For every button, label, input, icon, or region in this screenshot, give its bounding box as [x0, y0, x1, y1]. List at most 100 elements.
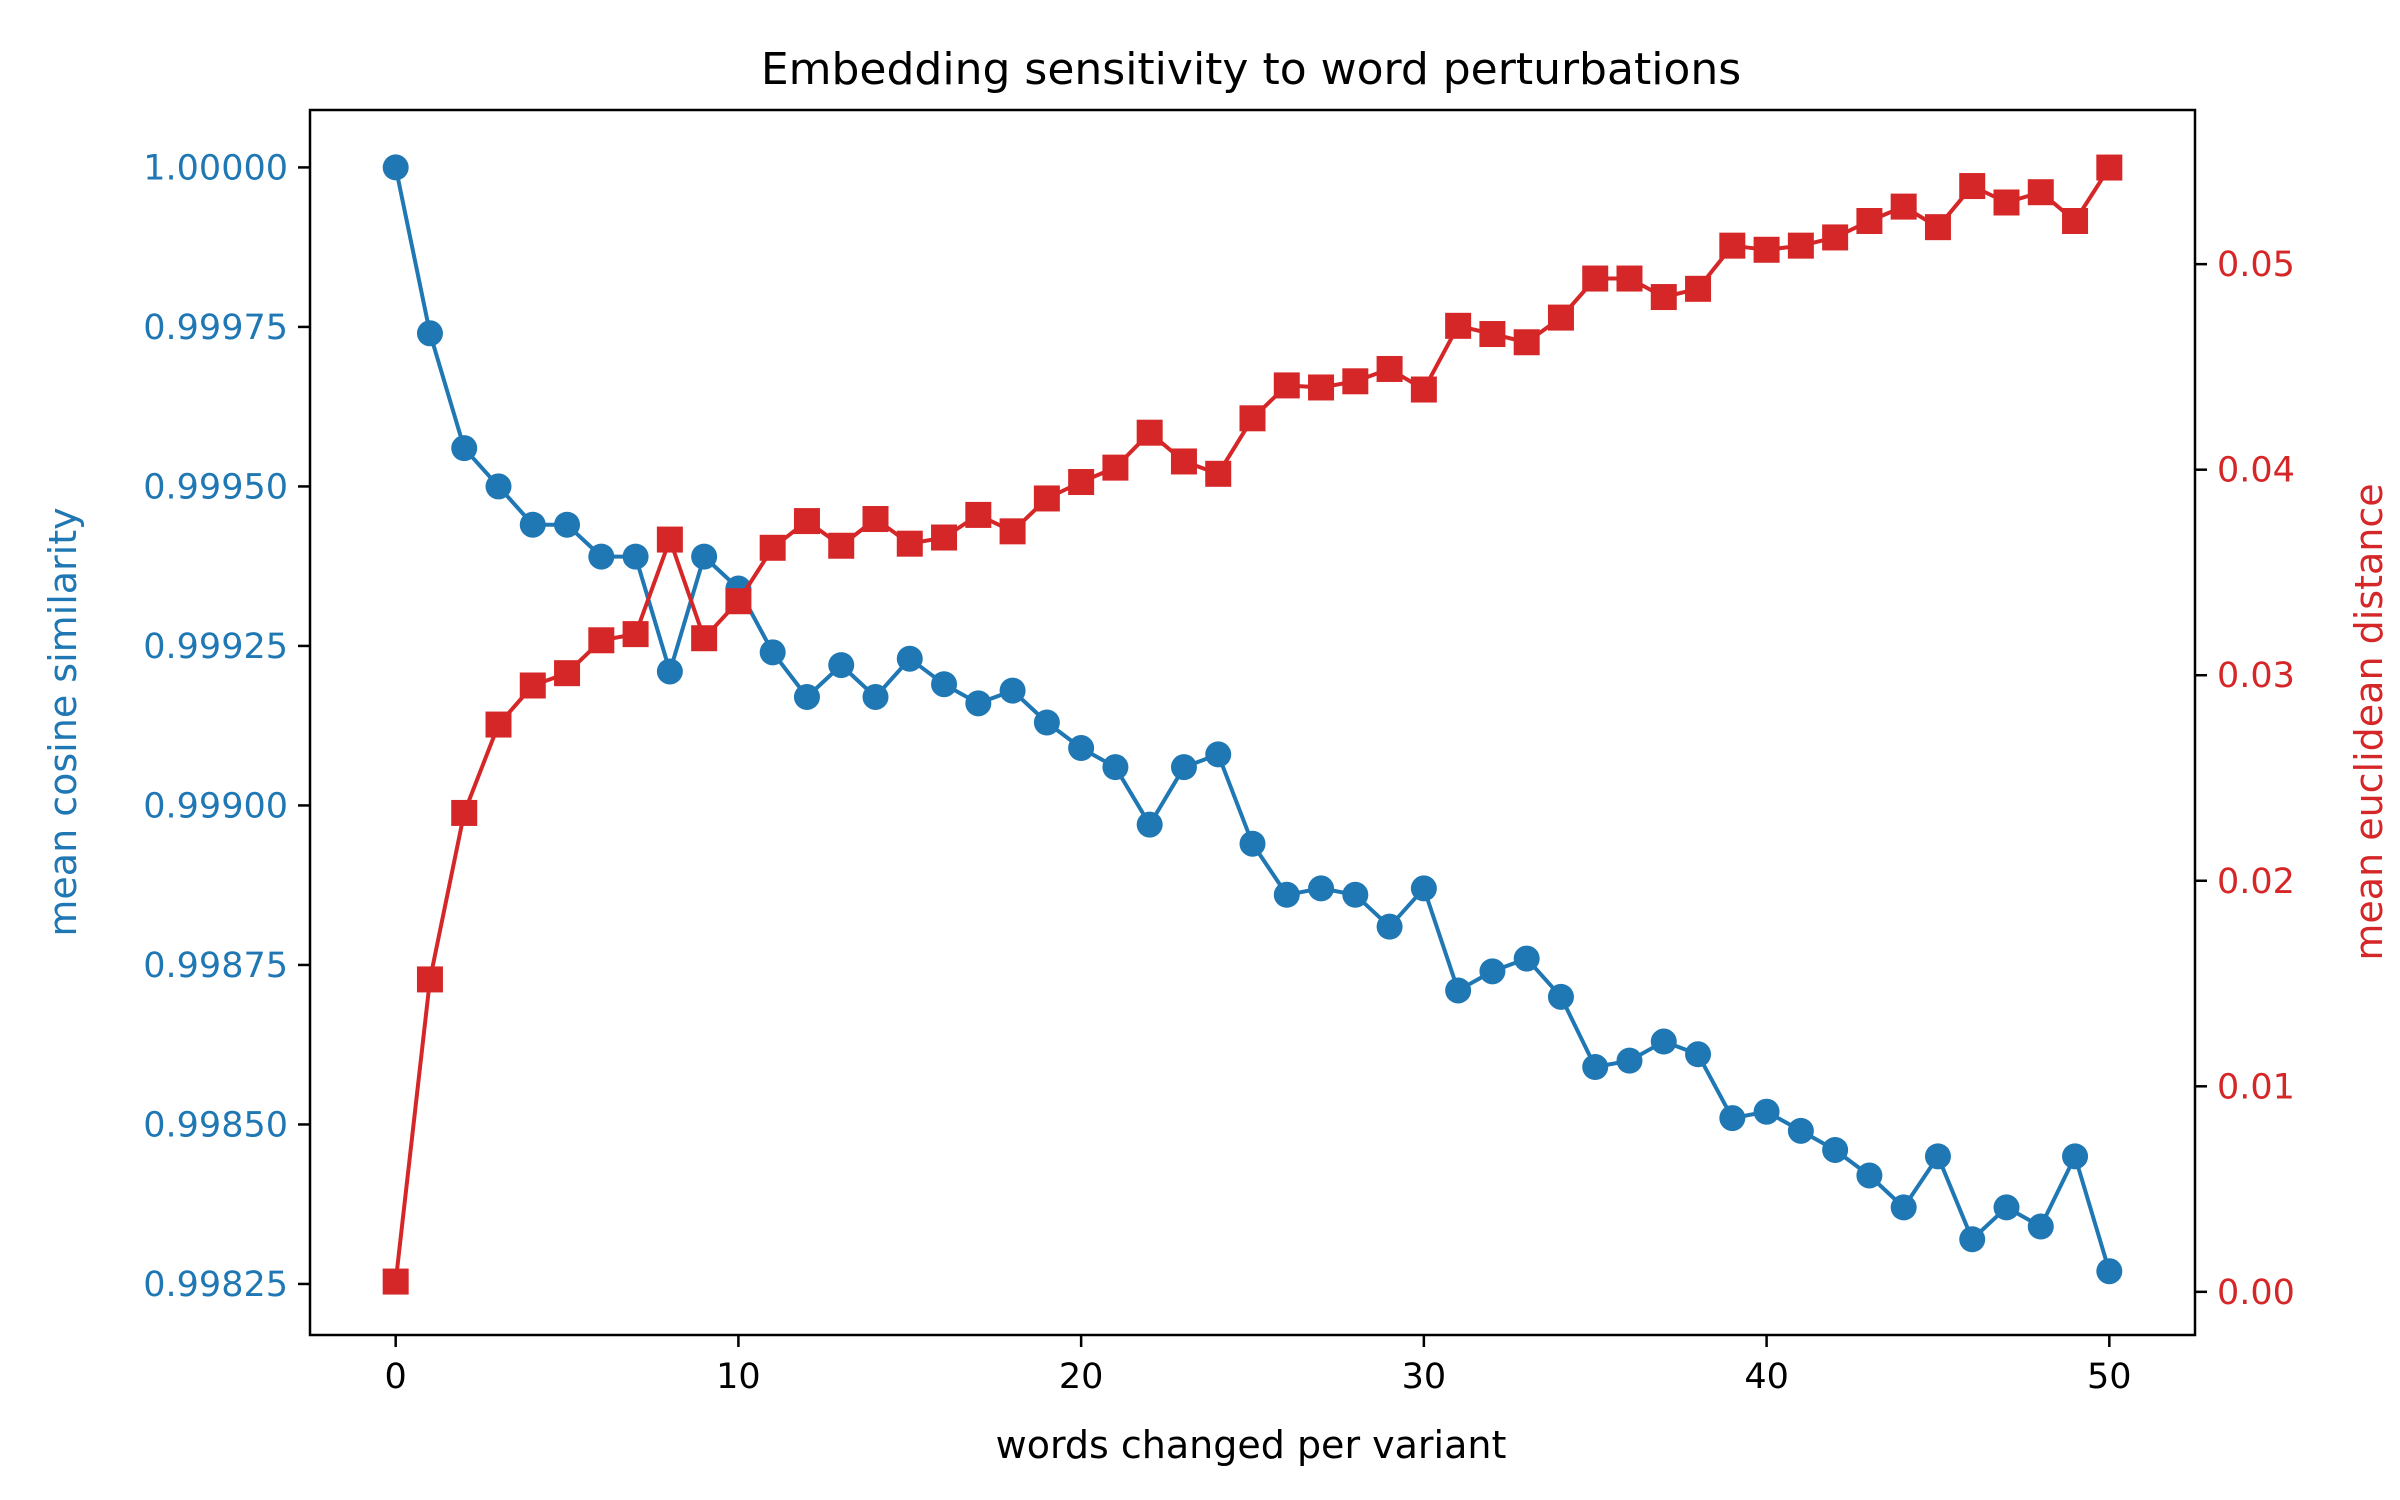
- data-point: [1410, 875, 1437, 902]
- data-point: [1547, 304, 1574, 331]
- x-tick-label: 40: [1744, 1357, 1789, 1397]
- data-point: [1753, 1098, 1780, 1125]
- right-y-tick-label: 0.00: [2217, 1273, 2295, 1313]
- data-point: [1239, 830, 1266, 857]
- data-point: [1445, 977, 1472, 1004]
- x-axis-label: words changed per variant: [996, 1423, 1507, 1467]
- data-point: [1753, 236, 1780, 263]
- data-point: [1170, 754, 1197, 781]
- data-point: [416, 966, 443, 993]
- data-point: [1856, 207, 1883, 234]
- data-point: [451, 799, 478, 826]
- data-point: [691, 543, 718, 570]
- data-point: [485, 711, 512, 738]
- data-point: [1685, 1041, 1712, 1068]
- data-point: [1068, 735, 1095, 762]
- data-point: [1033, 709, 1060, 736]
- euclidean-distance-series: [382, 154, 2123, 1295]
- data-point: [1582, 265, 1609, 292]
- data-point: [1170, 448, 1197, 475]
- right-y-tick-label: 0.01: [2217, 1067, 2295, 1107]
- data-point: [1513, 329, 1540, 356]
- data-point: [1445, 312, 1472, 339]
- data-point: [1890, 1194, 1917, 1221]
- data-point: [793, 683, 820, 710]
- data-point: [416, 320, 443, 347]
- data-point: [1308, 374, 1335, 401]
- data-point: [1273, 372, 1300, 399]
- data-point: [1205, 741, 1232, 768]
- data-point: [1616, 1047, 1643, 1074]
- data-point: [588, 627, 615, 654]
- right-y-tick-label: 0.05: [2217, 245, 2295, 285]
- left-y-axis-label: mean cosine similarity: [41, 507, 85, 936]
- left-y-tick-label: 0.99950: [143, 467, 288, 507]
- data-point: [2062, 1143, 2089, 1170]
- data-point: [793, 508, 820, 535]
- data-point: [828, 532, 855, 559]
- data-point: [1616, 265, 1643, 292]
- data-point: [965, 501, 992, 528]
- data-point: [862, 506, 889, 533]
- data-point: [1376, 355, 1403, 382]
- data-point: [622, 543, 649, 570]
- left-y-tick-label: 0.99900: [143, 786, 288, 826]
- data-point: [1787, 232, 1814, 259]
- data-point: [1822, 1136, 1849, 1163]
- x-tick-label: 30: [1402, 1357, 1447, 1397]
- data-point: [554, 660, 581, 687]
- left-y-axis: 0.99825 0.99850 0.99875 0.99900 0.99925 0.999…: [143, 148, 310, 1305]
- data-point: [896, 645, 923, 672]
- cosine-similarity-series: [382, 154, 2123, 1285]
- data-point: [1102, 454, 1129, 481]
- data-point: [896, 530, 923, 557]
- data-point: [1033, 485, 1060, 512]
- plot-frame: [308, 108, 2197, 1337]
- data-point: [1719, 1105, 1746, 1132]
- chart-title: Embedding sensitivity to word perturbati…: [761, 44, 1741, 95]
- data-point: [1273, 881, 1300, 908]
- data-point: [1787, 1117, 1814, 1144]
- data-point: [1685, 275, 1712, 302]
- data-point: [1513, 945, 1540, 972]
- data-point: [1959, 1226, 1986, 1253]
- data-point: [2027, 179, 2054, 206]
- data-point: [1376, 913, 1403, 940]
- data-point: [1308, 875, 1335, 902]
- data-point: [2096, 1258, 2123, 1285]
- data-point: [1239, 405, 1266, 432]
- data-point: [1993, 1194, 2020, 1221]
- right-y-tick-label: 0.02: [2217, 862, 2295, 902]
- data-point: [965, 690, 992, 717]
- data-point: [1650, 284, 1677, 311]
- data-point: [828, 652, 855, 679]
- data-point: [759, 534, 786, 561]
- data-point: [1479, 321, 1506, 348]
- data-point: [588, 543, 615, 570]
- right-y-axis-label: mean euclidean distance: [2347, 483, 2391, 960]
- data-point: [485, 473, 512, 500]
- right-y-tick-label: 0.03: [2217, 656, 2295, 696]
- data-point: [1479, 958, 1506, 985]
- data-point: [656, 526, 683, 553]
- data-point: [382, 154, 409, 181]
- data-point: [2096, 154, 2123, 181]
- plot-area: [382, 154, 2123, 1295]
- data-point: [519, 511, 546, 538]
- data-point: [1924, 214, 1951, 241]
- x-tick-label: 20: [1059, 1357, 1104, 1397]
- data-point: [1102, 754, 1129, 781]
- data-point: [999, 677, 1026, 704]
- data-point: [554, 511, 581, 538]
- data-point: [656, 658, 683, 685]
- left-y-tick-label: 0.99850: [143, 1105, 288, 1145]
- data-point: [1890, 193, 1917, 220]
- left-y-tick-label: 0.99875: [143, 946, 288, 986]
- data-point: [1650, 1028, 1677, 1055]
- left-y-tick-label: 0.99925: [143, 627, 288, 667]
- data-point: [759, 639, 786, 666]
- left-y-tick-label: 0.99825: [143, 1265, 288, 1305]
- data-point: [1342, 881, 1369, 908]
- data-point: [519, 672, 546, 699]
